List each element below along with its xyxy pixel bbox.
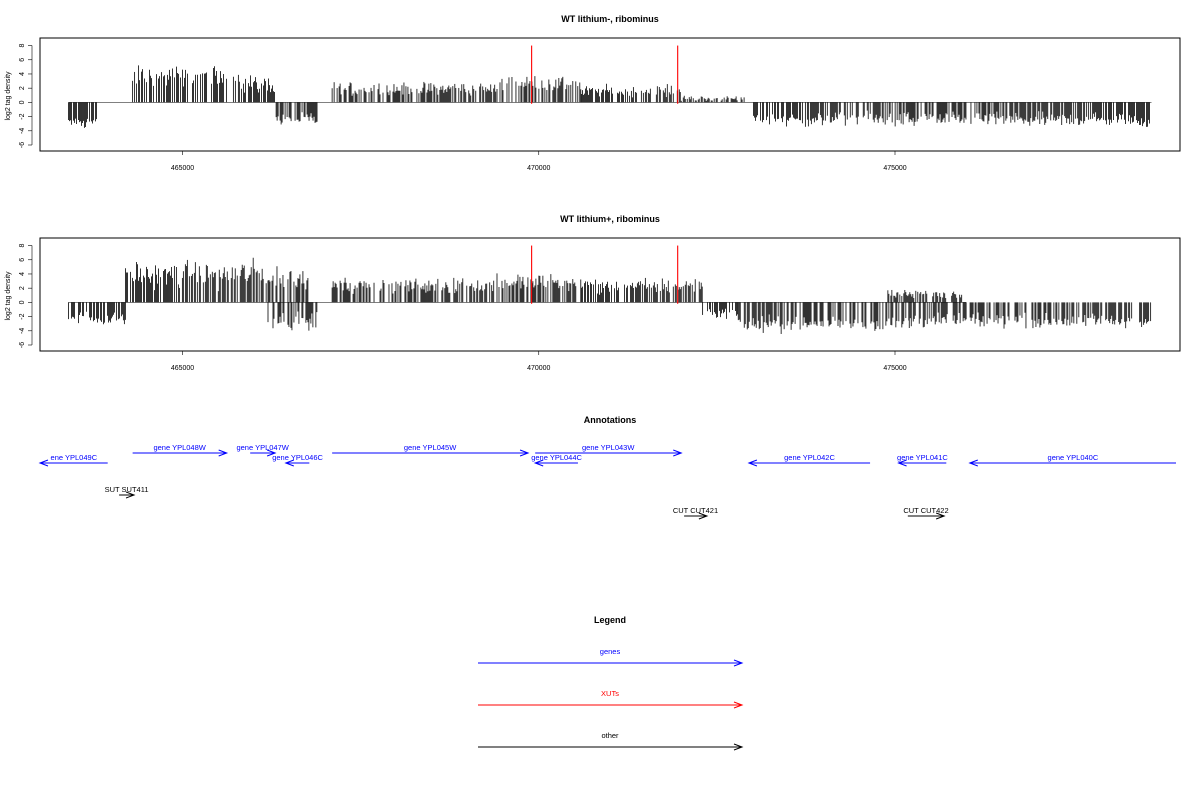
track-panel-lithium-minus: WT lithium-, ribominus log2 tag density … xyxy=(5,14,1181,172)
feature-arrow-head xyxy=(519,449,530,457)
annotation-feature: gene YPL041C xyxy=(897,453,948,467)
annotation-feature: gene YPL042C xyxy=(747,453,871,467)
legend-label: other xyxy=(601,731,619,740)
annotation-feature: gene YPL043W xyxy=(535,443,683,457)
feature-arrow-head xyxy=(38,459,49,467)
y-tick-label: -4 xyxy=(19,128,26,134)
feature-arrow-head xyxy=(747,459,758,467)
legend-items: genes XUTs other xyxy=(478,647,744,751)
y-tick-label: 6 xyxy=(19,258,26,262)
annotation-feature: gene YPL046C xyxy=(272,453,324,467)
feature-label: CUT CUT421 xyxy=(673,506,718,515)
y-tick-label: 4 xyxy=(19,272,26,276)
x-tick-label: 465000 xyxy=(171,365,194,372)
legend-panel: Legend genes XUTs other xyxy=(478,615,744,751)
x-axis: 465000 470000 475000 xyxy=(171,151,907,172)
y-tick-label: 4 xyxy=(19,72,26,76)
annotation-feature: gene YPL040C xyxy=(968,453,1176,467)
y-tick-label: -6 xyxy=(19,342,26,348)
annotation-feature: ene YPL049C xyxy=(38,453,108,467)
annotations-panel: Annotations ene YPL049C gene YPL048W gene … xyxy=(38,415,1176,520)
x-tick-label: 475000 xyxy=(883,365,906,372)
feature-label: gene YPL048W xyxy=(153,443,206,452)
feature-label: gene YPL046C xyxy=(272,453,323,462)
marker-lines xyxy=(531,245,679,304)
annotation-feature: gene YPL044C xyxy=(531,453,583,467)
legend-label: XUTs xyxy=(601,689,619,698)
feature-label: gene YPL045W xyxy=(404,443,457,452)
feature-label: gene YPL043W xyxy=(582,443,635,452)
plot-frame xyxy=(39,237,1181,352)
marker-lines xyxy=(531,45,679,104)
legend-item: XUTs xyxy=(478,689,744,709)
x-tick-label: 475000 xyxy=(883,165,906,172)
bar-series xyxy=(68,65,1152,128)
y-tick-label: -4 xyxy=(19,328,26,334)
feature-label: CUT CUT422 xyxy=(903,506,948,515)
panel-title: WT lithium+, ribominus xyxy=(560,214,660,224)
feature-label: gene YPL040C xyxy=(1048,453,1099,462)
track-panel-lithium-plus: WT lithium+, ribominus log2 tag density … xyxy=(5,214,1181,372)
x-tick-label: 465000 xyxy=(171,165,194,172)
bar-series xyxy=(68,257,1152,334)
annotation-feature: gene YPL045W xyxy=(332,443,530,457)
feature-label: gene YPL042C xyxy=(784,453,835,462)
y-tick-label: -6 xyxy=(19,142,26,148)
annotations-title: Annotations xyxy=(584,415,637,425)
y-tick-label: -2 xyxy=(19,313,26,319)
feature-arrow-head xyxy=(897,459,907,467)
y-axis-label: log2 tag density xyxy=(5,71,12,121)
feature-arrow-head xyxy=(125,491,136,499)
y-tick-label: 8 xyxy=(19,44,26,48)
plot-frame xyxy=(39,37,1181,152)
legend-label: genes xyxy=(600,647,621,656)
y-axis: -6 -4 -2 0 2 4 6 8 xyxy=(19,244,33,348)
y-tick-label: 2 xyxy=(19,86,26,90)
annotation-feature: CUT CUT421 xyxy=(673,506,718,520)
y-axis: -6 -4 -2 0 2 4 6 8 xyxy=(19,44,33,148)
x-tick-label: 470000 xyxy=(527,365,550,372)
annotation-feature: gene YPL047W xyxy=(236,443,290,457)
annotation-feature: SUT SUT411 xyxy=(105,485,149,499)
feature-arrow-head xyxy=(673,449,683,457)
feature-arrow-head xyxy=(935,512,946,520)
feature-arrow-head xyxy=(533,459,544,467)
y-tick-label: -2 xyxy=(19,113,26,119)
legend-item: genes xyxy=(478,647,744,667)
x-axis: 465000 470000 475000 xyxy=(171,351,907,372)
legend-arrow-head xyxy=(733,701,744,709)
legend-arrow-head xyxy=(733,659,744,667)
legend-title: Legend xyxy=(594,615,626,625)
legend-item: other xyxy=(478,731,744,751)
feature-arrow-head xyxy=(284,459,294,467)
feature-label: gene YPL044C xyxy=(531,453,582,462)
feature-arrow-head xyxy=(698,512,709,520)
feature-label: gene YPL041C xyxy=(897,453,948,462)
y-tick-label: 8 xyxy=(19,244,26,248)
y-axis-label: log2 tag density xyxy=(5,271,12,321)
annotation-feature: gene YPL048W xyxy=(132,443,229,457)
feature-label: SUT SUT411 xyxy=(105,485,149,494)
feature-arrow-head xyxy=(218,449,229,457)
y-tick-label: 0 xyxy=(19,300,26,304)
feature-arrow-head xyxy=(266,449,277,457)
panel-title: WT lithium-, ribominus xyxy=(561,14,659,24)
legend-arrow-head xyxy=(733,743,744,751)
x-tick-label: 470000 xyxy=(527,165,550,172)
feature-label: ene YPL049C xyxy=(51,453,98,462)
feature-arrow-head xyxy=(968,459,978,467)
y-tick-label: 0 xyxy=(19,100,26,104)
feature-label: gene YPL047W xyxy=(236,443,289,452)
annotation-feature: CUT CUT422 xyxy=(903,506,949,520)
y-tick-label: 6 xyxy=(19,58,26,62)
y-tick-label: 2 xyxy=(19,286,26,290)
